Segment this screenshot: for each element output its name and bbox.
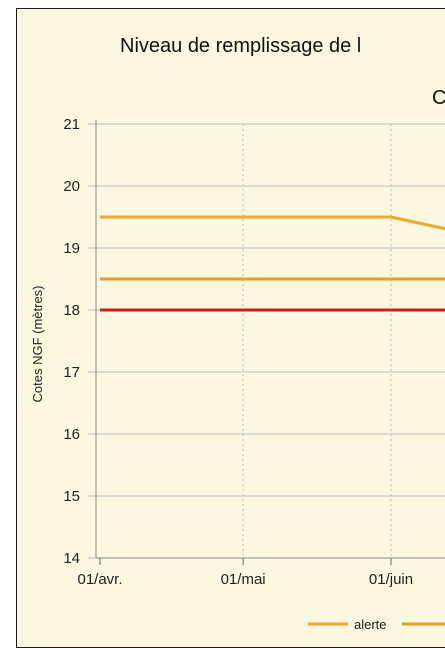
y-tick-label: 21 bbox=[63, 116, 80, 133]
y-tick-label: 15 bbox=[63, 488, 80, 505]
y-tick-label: 16 bbox=[63, 426, 80, 443]
legend-label-alerte: alerte bbox=[354, 617, 387, 632]
x-tick-label: 01/avr. bbox=[77, 571, 122, 588]
chart-title: Niveau de remplissage de l bbox=[120, 35, 361, 57]
y-tick-label: 20 bbox=[63, 178, 80, 195]
series-line-alerte bbox=[100, 215, 445, 231]
y-axis-title: Cotes NGF (mètres) bbox=[30, 285, 45, 402]
chart-subtitle: C bbox=[432, 87, 445, 109]
y-tick-label: 18 bbox=[63, 302, 80, 319]
y-tick-label: 14 bbox=[63, 550, 80, 567]
y-tick-label: 19 bbox=[63, 240, 80, 257]
x-tick-label: 01/juin bbox=[369, 571, 413, 588]
x-tick-label: 01/mai bbox=[221, 571, 266, 588]
y-tick-label: 17 bbox=[63, 364, 80, 381]
chart-panel bbox=[16, 8, 445, 648]
